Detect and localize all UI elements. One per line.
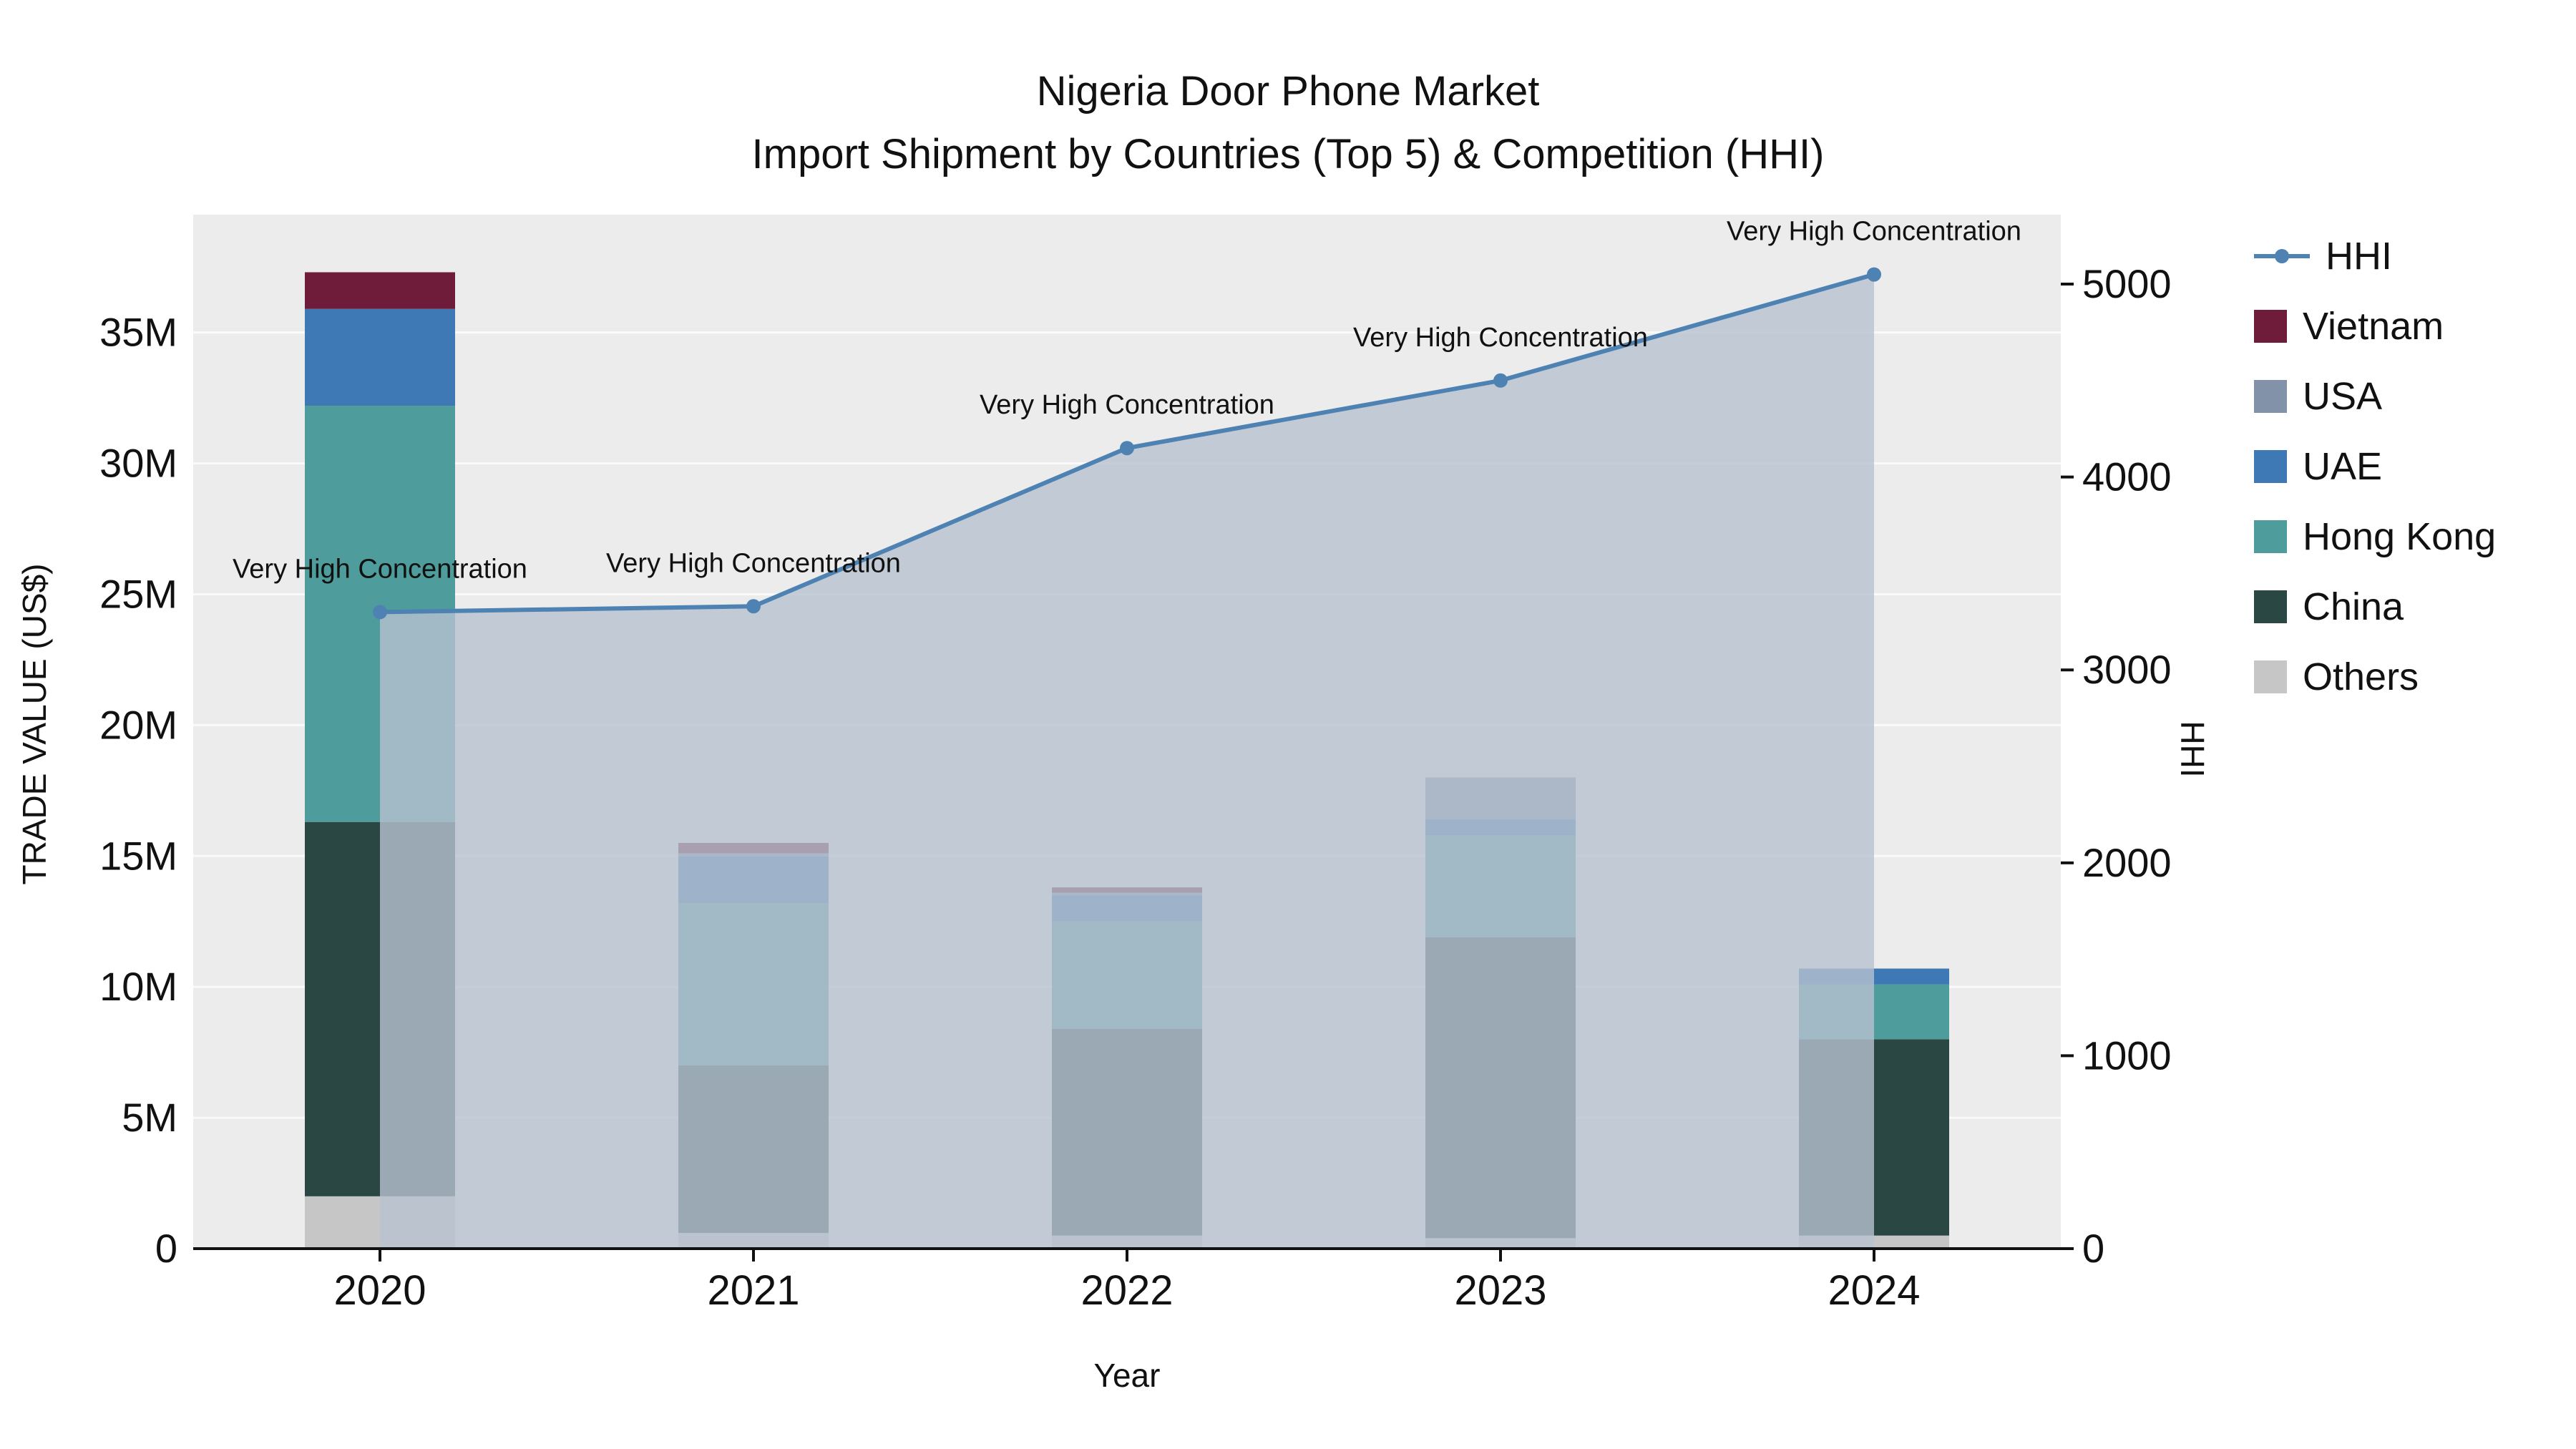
- y-left-axis-title: TRADE VALUE (US$): [16, 563, 53, 885]
- x-tick-label: 2022: [1080, 1267, 1173, 1314]
- annotation: Very High Concentration: [606, 548, 901, 578]
- legend-label: Others: [2303, 655, 2419, 698]
- y-right-tick-label: 1000: [2082, 1033, 2172, 1078]
- legend-item-usa: USA: [2254, 375, 2496, 418]
- y-right-tick-label: 3000: [2082, 647, 2172, 692]
- annotation: Very High Concentration: [980, 390, 1274, 420]
- x-tick-label: 2024: [1828, 1267, 1920, 1314]
- legend-item-hong-kong: Hong Kong: [2254, 515, 2497, 558]
- bar-segment-uae: [305, 308, 455, 406]
- y-right-axis-title: HHI: [2174, 721, 2211, 778]
- y-left-tick-label: 30M: [99, 441, 177, 486]
- y-left-tick-label: 15M: [99, 833, 177, 878]
- y-left-tick-label: 5M: [122, 1095, 177, 1140]
- y-left-tick-label: 35M: [99, 310, 177, 355]
- legend-item-hhi: HHI: [2254, 235, 2496, 278]
- hhi-area: [380, 274, 1874, 1249]
- hhi-marker: [373, 605, 387, 620]
- hhi-marker: [1120, 441, 1134, 456]
- y-right-tick-label: 5000: [2082, 261, 2172, 306]
- chart-title: Nigeria Door Phone Market Import Shipmen…: [0, 60, 2576, 186]
- y-left-tick-label: 10M: [99, 964, 177, 1009]
- chart-title-line2: Import Shipment by Countries (Top 5) & C…: [751, 131, 1825, 177]
- annotation: Very High Concentration: [1353, 323, 1648, 353]
- legend-line-swatch: [2254, 249, 2310, 263]
- legend-line-marker: [2275, 249, 2289, 263]
- x-tick-label: 2021: [707, 1267, 799, 1314]
- legend-item-others: Others: [2254, 655, 2496, 698]
- legend-label: HHI: [2326, 235, 2392, 278]
- chart-title-line1: Nigeria Door Phone Market: [1036, 68, 1540, 114]
- legend-label: Vietnam: [2303, 305, 2444, 348]
- y-right-tick-label: 2000: [2082, 840, 2172, 885]
- legend-label: China: [2303, 585, 2404, 628]
- legend-label: Hong Kong: [2303, 515, 2497, 558]
- x-tick-label: 2020: [333, 1267, 426, 1314]
- x-tick-label: 2023: [1454, 1267, 1546, 1314]
- y-left-tick-label: 25M: [99, 571, 177, 616]
- hhi-marker: [1867, 267, 1881, 282]
- legend-label: USA: [2303, 375, 2383, 418]
- y-right-tick-label: 0: [2082, 1226, 2104, 1271]
- legend-item-uae: UAE: [2254, 445, 2496, 488]
- legend-swatch: [2254, 380, 2287, 413]
- legend-item-china: China: [2254, 585, 2496, 628]
- bar-segment-vietnam: [305, 272, 455, 309]
- x-axis-title: Year: [1093, 1357, 1161, 1394]
- legend-swatch: [2254, 520, 2287, 553]
- y-left-tick-label: 0: [155, 1226, 177, 1271]
- annotation: Very High Concentration: [233, 554, 527, 584]
- legend-swatch: [2254, 310, 2287, 343]
- hhi-marker: [1493, 373, 1508, 388]
- legend-item-vietnam: Vietnam: [2254, 305, 2496, 348]
- y-left-tick-label: 20M: [99, 702, 177, 747]
- legend-swatch: [2254, 450, 2287, 483]
- legend-label: UAE: [2303, 445, 2383, 488]
- legend: HHI Vietnam USA UAE Hong Kong China Others: [2254, 235, 2497, 698]
- y-right-tick-label: 4000: [2082, 454, 2172, 499]
- annotation: Very High Concentration: [1727, 217, 2021, 247]
- hhi-marker: [746, 599, 761, 614]
- legend-swatch: [2254, 660, 2287, 693]
- legend-swatch: [2254, 590, 2287, 623]
